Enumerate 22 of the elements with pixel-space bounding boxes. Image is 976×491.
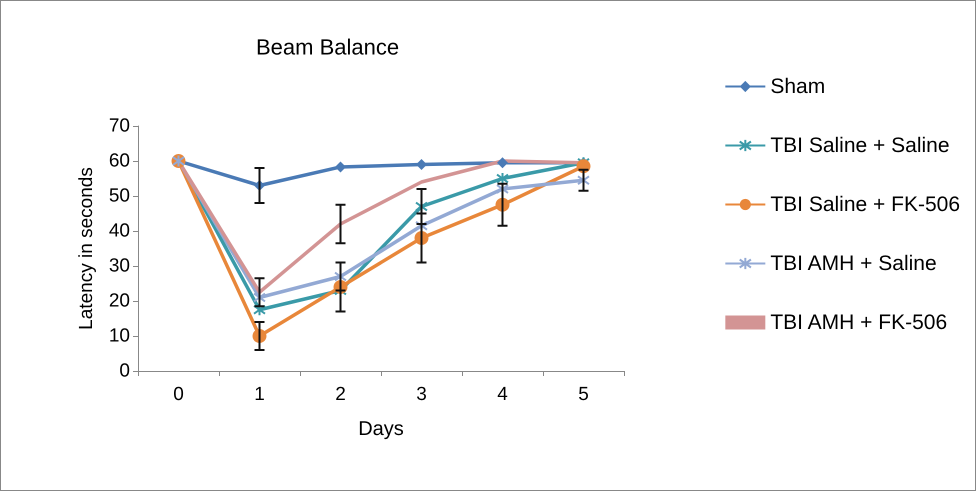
y-tick-label: 20 bbox=[108, 290, 130, 312]
y-axis-title: Latency in seconds bbox=[76, 167, 97, 330]
y-tick-label: 40 bbox=[108, 220, 130, 242]
y-tick-label: 60 bbox=[108, 150, 130, 172]
y-tick-label: 0 bbox=[119, 360, 130, 382]
legend-label: TBI Saline + Saline bbox=[770, 134, 950, 157]
x-tick-label: 3 bbox=[416, 384, 427, 405]
x-axis-title: Days bbox=[358, 418, 404, 440]
x-tick-label: 5 bbox=[578, 384, 589, 405]
x-tick-label: 0 bbox=[173, 384, 184, 405]
y-tick-label: 50 bbox=[108, 186, 130, 206]
y-tick-label: 10 bbox=[108, 326, 130, 346]
y-tick-label: 70 bbox=[108, 116, 130, 136]
legend-label: TBI Saline + FK-506 bbox=[770, 193, 960, 216]
x-tick-label: 4 bbox=[497, 384, 508, 405]
y-tick-label: 30 bbox=[108, 256, 130, 276]
x-tick-label: 2 bbox=[335, 384, 346, 405]
x-tick-label: 1 bbox=[254, 384, 265, 405]
legend-label: Sham bbox=[770, 75, 826, 98]
legend-label: TBI AMH + Saline bbox=[770, 252, 937, 275]
legend-label: TBI AMH + FK-506 bbox=[770, 311, 948, 334]
chart-title: Beam Balance bbox=[256, 34, 400, 60]
